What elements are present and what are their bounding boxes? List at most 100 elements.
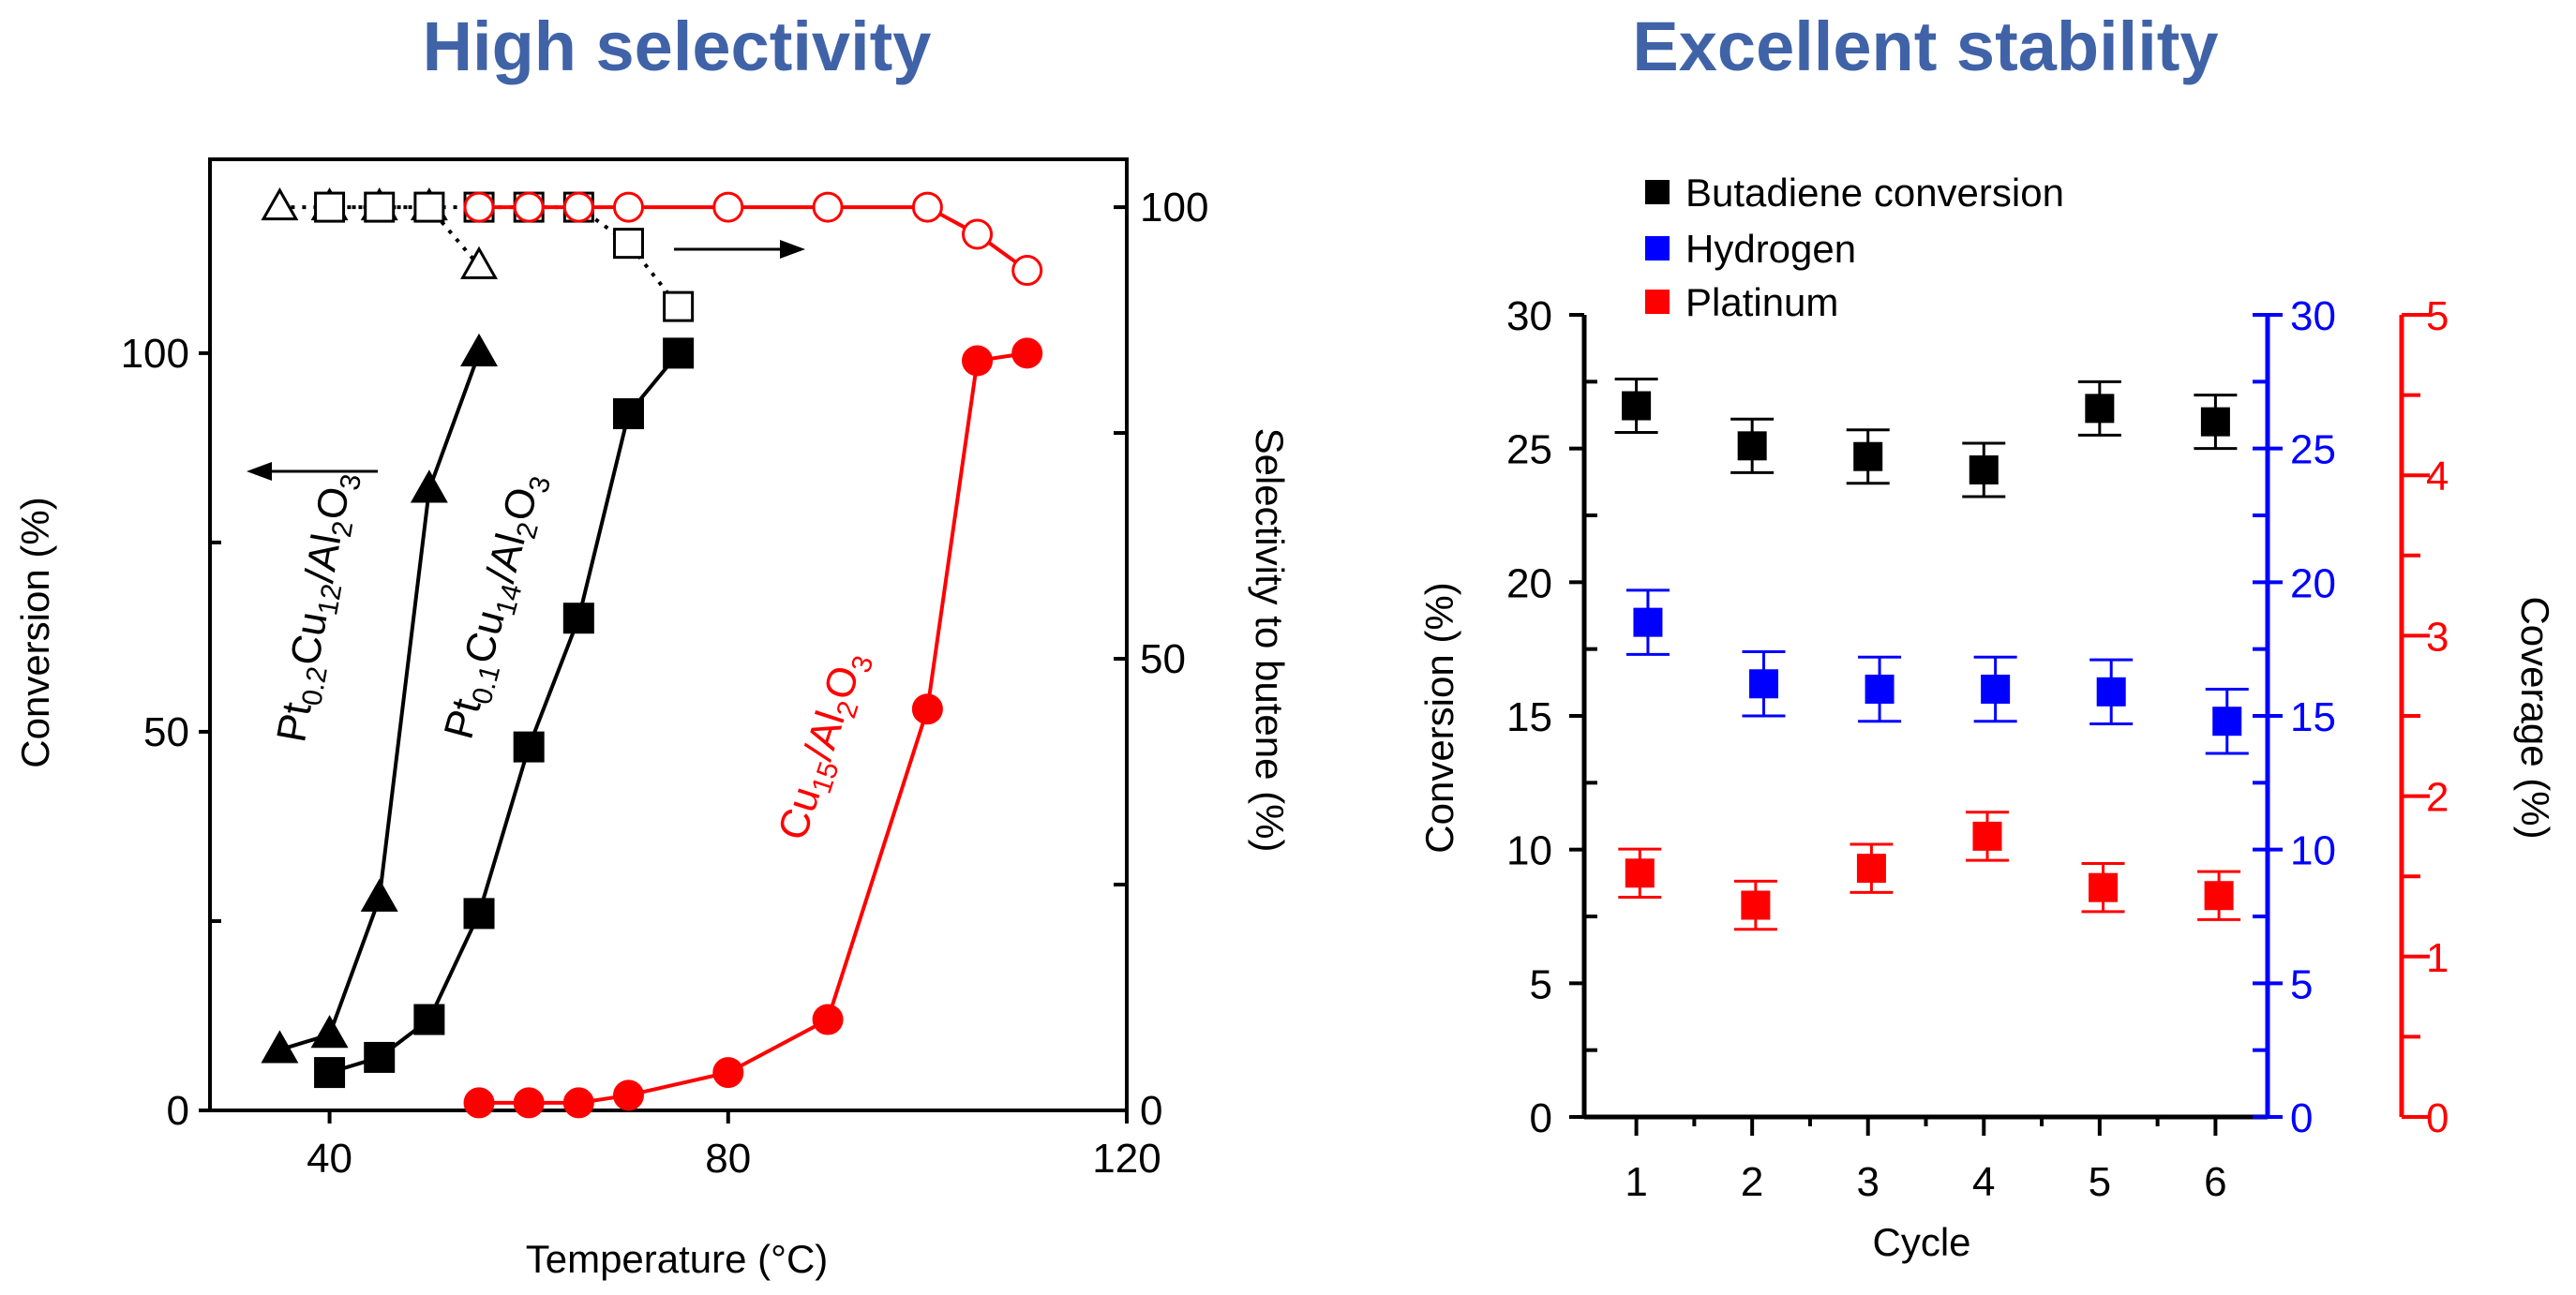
left-y-axis-title: Conversion (%): [13, 497, 57, 767]
label-text: /Al: [296, 530, 350, 586]
subscript: 2: [326, 519, 359, 540]
legend-label: Platinum: [1685, 280, 1838, 324]
y-tick-label: 0: [1530, 1095, 1552, 1141]
data-point: [513, 731, 545, 763]
data-point: [1737, 431, 1767, 461]
legend-swatch: [1645, 236, 1670, 260]
data-point: [2085, 394, 2115, 424]
data-point: [812, 1004, 844, 1035]
data-point: [364, 1041, 396, 1073]
data-point: [2096, 677, 2126, 707]
data-point: [911, 693, 943, 725]
red-tick-label: 0: [2426, 1095, 2449, 1141]
left-x-axis-title: Temperature (°C): [526, 1237, 829, 1281]
data-point: [2212, 707, 2242, 737]
data-point: [712, 1057, 744, 1089]
series-1: [314, 337, 695, 1089]
x-tick-label: 4: [1972, 1159, 1995, 1205]
data-point: [364, 191, 396, 223]
y2-tick-label: 0: [1140, 1088, 1162, 1134]
series-1: [1625, 588, 2249, 755]
data-point: [410, 469, 448, 503]
legend-swatch: [1645, 180, 1670, 204]
data-point: [812, 191, 844, 223]
data-point: [460, 246, 499, 279]
data-point: [612, 1079, 644, 1111]
data-point: [463, 898, 495, 930]
data-point: [1856, 854, 1886, 884]
right-title: Excellent stability: [1632, 7, 2218, 85]
x-tick-label: 40: [307, 1136, 352, 1182]
left-y2-axis-title: Selectivity to butene (%): [1248, 428, 1292, 853]
subscript: 14: [490, 581, 529, 619]
data-point: [1625, 858, 1655, 888]
data-point: [360, 878, 398, 912]
label-text: Pt: [268, 699, 320, 745]
data-point: [1011, 337, 1043, 369]
y2-tick-label: 100: [1140, 185, 1208, 231]
data-point: [1011, 255, 1043, 287]
x-tick-label: 2: [1741, 1159, 1763, 1205]
data-point: [712, 191, 744, 223]
right-y-axis-title: Conversion (%): [1417, 582, 1461, 853]
data-point: [2089, 872, 2119, 902]
data-point: [1981, 674, 2011, 704]
data-point: [1741, 890, 1771, 920]
y-tick-label: 10: [1506, 828, 1552, 874]
blue-tick-label: 5: [2290, 961, 2313, 1007]
blue-tick-label: 15: [2290, 694, 2336, 740]
subscript: 0.1: [467, 662, 507, 707]
series-0: [261, 333, 499, 1064]
data-point: [463, 1087, 495, 1119]
series-2: [1618, 811, 2241, 931]
series-line: [479, 205, 1028, 273]
blue-tick-label: 0: [2290, 1095, 2313, 1141]
legend-swatch: [1645, 290, 1670, 314]
x-tick-label: 6: [2204, 1159, 2226, 1205]
right-y3-axis-title: Coverage (%): [2513, 596, 2557, 839]
y-tick-label: 20: [1506, 560, 1552, 606]
red-tick-label: 5: [2426, 293, 2449, 339]
data-point: [463, 191, 495, 223]
data-point: [460, 333, 499, 366]
left-title: High selectivity: [423, 7, 932, 85]
series-2: [463, 337, 1043, 1119]
data-point: [1865, 674, 1895, 704]
data-point: [612, 228, 644, 260]
x-tick-label: 3: [1856, 1159, 1879, 1205]
data-point: [413, 1004, 445, 1035]
data-point: [2200, 407, 2230, 437]
y-tick-label: 15: [1506, 694, 1552, 740]
data-point: [562, 1087, 594, 1119]
data-point: [1853, 441, 1883, 471]
series-5: [463, 191, 1043, 287]
data-point: [261, 1030, 299, 1064]
stability-chart: Cycle Conversion (%) Coverage (%) 051015…: [1417, 171, 2557, 1264]
data-point: [314, 1057, 346, 1089]
blue-tick-label: 25: [2290, 427, 2336, 473]
red-tick-label: 3: [2426, 614, 2449, 660]
data-point: [1633, 607, 1663, 637]
red-tick-label: 2: [2426, 775, 2449, 821]
left-arrow-head-icon: [247, 462, 272, 481]
subscript: 3: [335, 471, 367, 492]
data-point: [962, 345, 994, 377]
data-point: [1622, 391, 1652, 421]
data-point: [314, 191, 346, 223]
data-point: [663, 290, 695, 322]
data-point: [1969, 454, 1999, 484]
x-tick-label: 1: [1625, 1159, 1647, 1205]
legend-label: Hydrogen: [1685, 227, 1856, 271]
y-tick-label: 30: [1506, 293, 1552, 339]
series-line: [479, 350, 1027, 1105]
y2-tick-label: 50: [1140, 636, 1186, 682]
legend-label: Butadiene conversion: [1685, 171, 2064, 215]
data-point: [663, 337, 695, 369]
data-point: [911, 191, 943, 223]
legend: Butadiene conversion Hydrogen Platinum: [1645, 171, 2064, 324]
plot-frame: [208, 157, 1129, 1112]
right-arrow-head-icon: [780, 240, 805, 259]
right-x-axis-title: Cycle: [1872, 1220, 1970, 1264]
data-point: [1749, 669, 1779, 699]
y-tick-label: 50: [143, 709, 189, 755]
